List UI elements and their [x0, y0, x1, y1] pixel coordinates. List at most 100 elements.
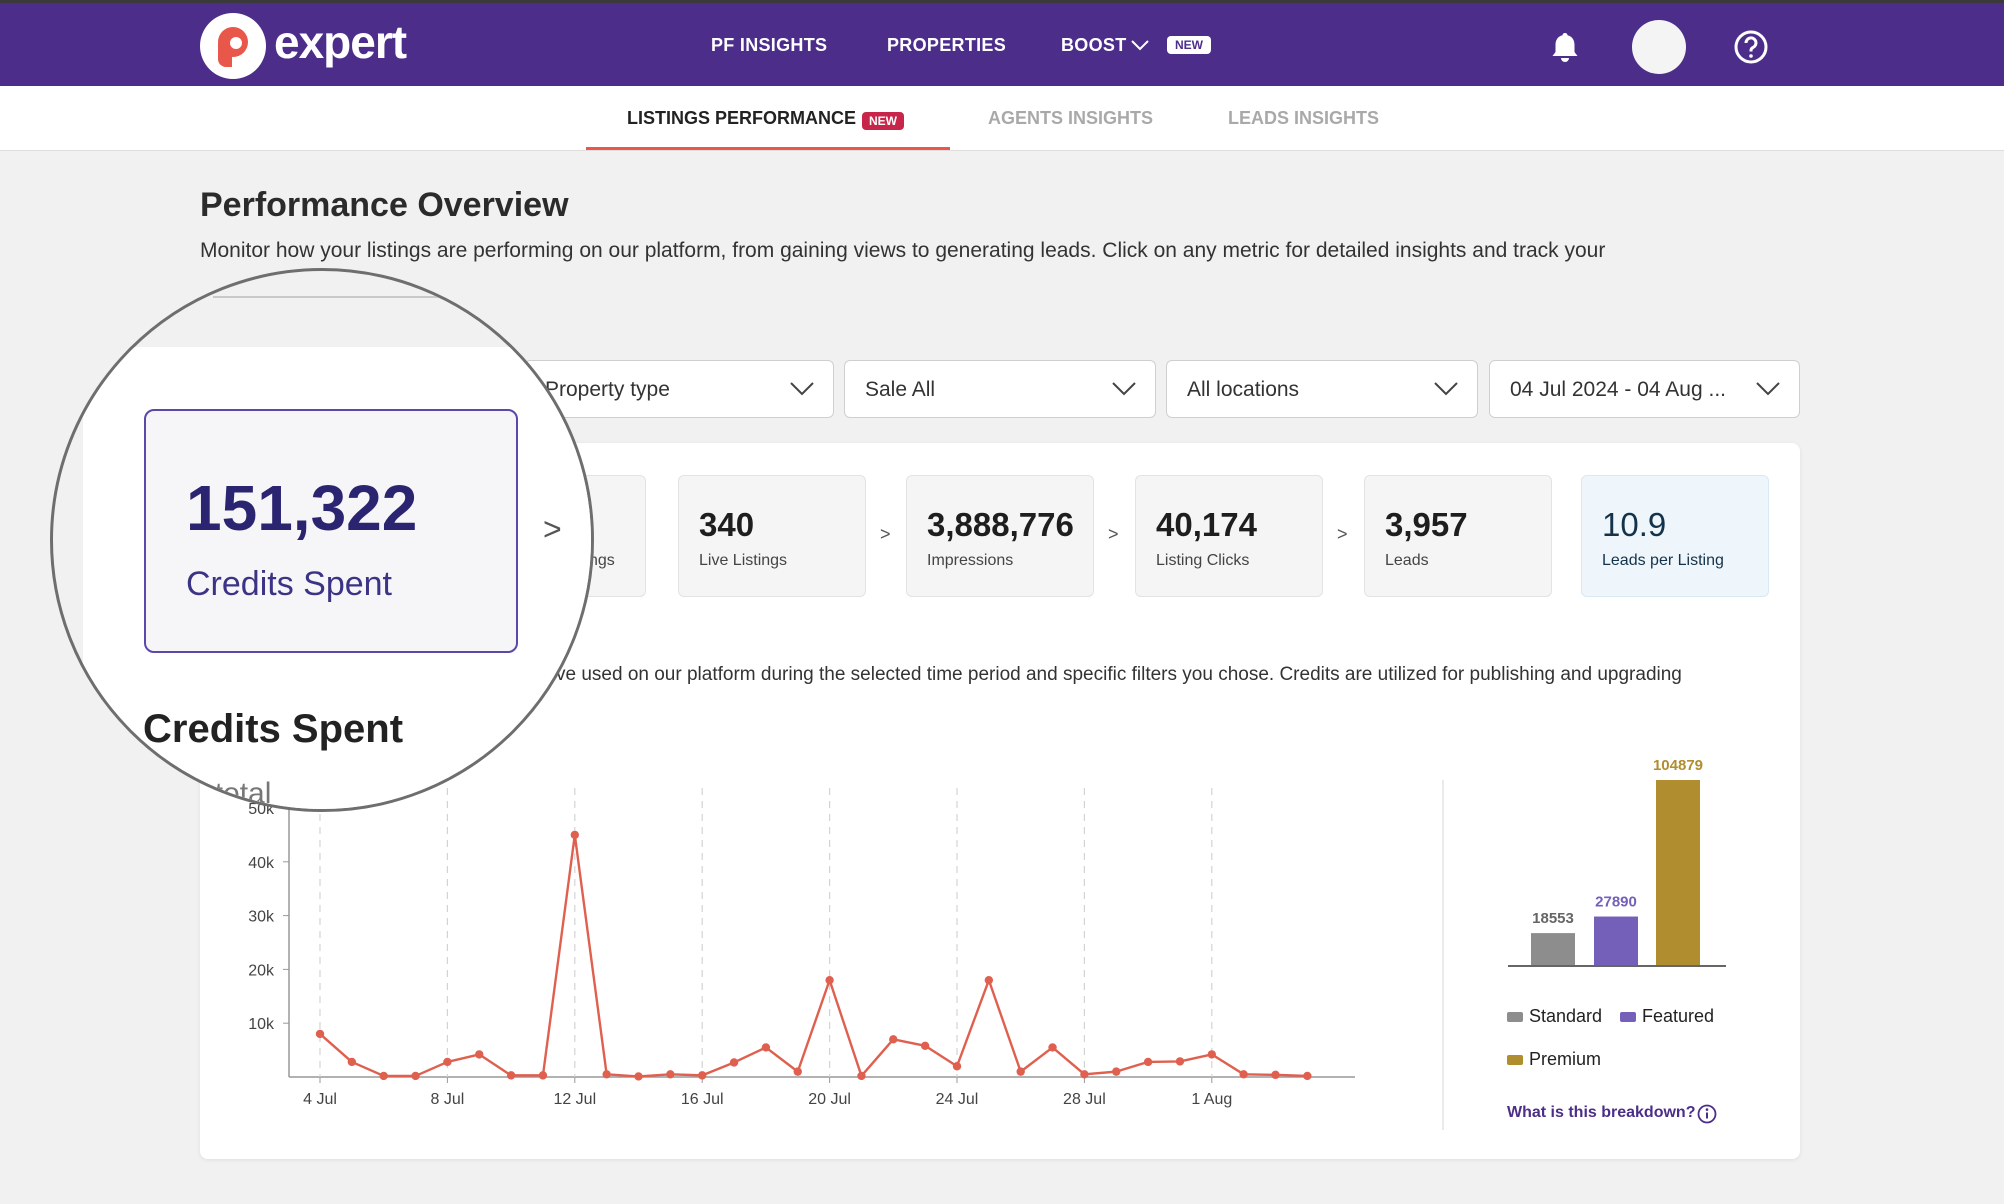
tab-leads-insights[interactable]: LEADS INSIGHTS [1228, 108, 1380, 128]
bar-value-label: 18553 [1532, 910, 1574, 927]
section-title: Credits Spent [143, 707, 404, 751]
date-range-dropdown[interactable]: 04 Jul 2024 - 04 Aug ... [1489, 360, 1800, 418]
x-tick-label: 8 Jul [431, 1091, 465, 1108]
data-point [920, 1041, 930, 1050]
data-point [315, 1029, 325, 1039]
locations-dropdown[interactable]: All locations [1166, 360, 1478, 418]
metric-card-impressions[interactable]: 3,888,776 Impressions [906, 475, 1094, 597]
bar [1531, 933, 1575, 966]
data-point [411, 1071, 420, 1081]
metric-card-leads-per-listing[interactable]: 10.9 Leads per Listing [1581, 475, 1769, 597]
credits-spent-value: 151,322 [186, 472, 418, 544]
bell-icon[interactable] [1550, 31, 1580, 65]
chevron-down-icon [790, 382, 814, 396]
sale-dropdown[interactable]: Sale All [844, 360, 1156, 418]
legend-featured: Featured [1620, 1006, 1714, 1027]
brand-name[interactable]: expert [274, 16, 407, 68]
nav-pf-insights[interactable]: PF INSIGHTS [711, 35, 828, 55]
top-navbar: expert PF INSIGHTS PROPERTIES BOOST NEW [0, 0, 2004, 86]
data-point [538, 1071, 548, 1080]
credits-description: ve used on our platform during the selec… [556, 664, 1682, 685]
metric-label: Leads per Listing [1602, 552, 1724, 569]
metric-card-listing-clicks[interactable]: 40,174 Listing Clicks [1135, 475, 1323, 597]
data-point [1207, 1050, 1217, 1059]
metric-value: 40,174 [1156, 506, 1257, 543]
bar [1656, 780, 1700, 966]
metric-label: Live Listings [699, 552, 788, 569]
data-point [443, 1057, 452, 1067]
sale-value: Sale All [865, 378, 936, 401]
x-tick-label: 20 Jul [808, 1091, 851, 1108]
data-point [1143, 1057, 1153, 1067]
date-range-value: 04 Jul 2024 - 04 Aug ... [1510, 378, 1726, 401]
metric-label: Listing Clicks [1156, 552, 1250, 569]
lens-divider [213, 296, 493, 298]
metric-card-credits-spent[interactable]: 151,322 Credits Spent [144, 409, 518, 653]
x-tick-label: 12 Jul [553, 1091, 596, 1108]
avatar[interactable] [1632, 20, 1686, 74]
data-point [1271, 1070, 1280, 1080]
data-point [729, 1058, 739, 1067]
chevron-down-icon [1756, 382, 1780, 396]
funnel-arrow: > [1337, 524, 1348, 544]
x-tick-label: 28 Jul [1063, 1091, 1106, 1108]
data-point [506, 1071, 516, 1080]
data-point [1048, 1043, 1057, 1052]
data-point [1239, 1070, 1248, 1079]
nav-properties[interactable]: PROPERTIES [887, 35, 1007, 55]
legend-label: Featured [1642, 1006, 1715, 1026]
y-tick-label: 10k [248, 1016, 275, 1033]
locations-value: All locations [1187, 378, 1300, 401]
data-point [857, 1071, 866, 1081]
data-point [889, 1035, 898, 1044]
data-point [1016, 1067, 1025, 1076]
metric-label-partial: ngs [589, 552, 615, 569]
metric-label: Impressions [927, 552, 1014, 569]
data-point [1175, 1057, 1185, 1066]
bar-value-label: 104879 [1653, 757, 1703, 774]
boost-new-badge: NEW [1167, 36, 1211, 54]
data-point [1080, 1070, 1089, 1079]
tab-new-badge: NEW [862, 112, 904, 130]
insights-tabs: LISTINGS PERFORMANCE NEW AGENTS INSIGHTS… [0, 86, 2004, 151]
data-point [570, 830, 579, 840]
data-point [984, 975, 994, 985]
chevron-down-icon[interactable] [1131, 39, 1149, 51]
data-point [347, 1057, 357, 1067]
metric-value: 3,957 [1385, 506, 1468, 543]
breakdown-help-link[interactable]: What is this breakdown? [1507, 1104, 1696, 1121]
legend-premium: Premium [1507, 1049, 1601, 1070]
metric-value: 3,888,776 [927, 506, 1074, 543]
funnel-arrow: > [543, 511, 562, 547]
metric-value: 340 [699, 506, 755, 543]
bar-value-label: 27890 [1595, 894, 1637, 911]
y-tick-label: 30k [248, 909, 275, 926]
brand-logo-icon[interactable] [200, 13, 266, 79]
nav-boost[interactable]: BOOST [1061, 35, 1127, 55]
data-point [825, 975, 834, 985]
lens-tail-text: he total [173, 777, 272, 810]
tab-listings-performance[interactable]: LISTINGS PERFORMANCE [627, 108, 857, 128]
credits-spent-label: Credits Spent [186, 565, 392, 603]
chevron-down-icon [1112, 382, 1136, 396]
metric-label: Leads [1385, 552, 1429, 569]
legend-swatch [1620, 1012, 1636, 1023]
tab-agents-insights[interactable]: AGENTS INSIGHTS [988, 108, 1154, 128]
x-tick-label: 4 Jul [303, 1091, 337, 1108]
data-point [379, 1071, 388, 1081]
y-tick-label: 20k [248, 962, 275, 979]
chevron-down-icon [1434, 382, 1458, 396]
metric-card-leads[interactable]: 3,957 Leads [1364, 475, 1552, 597]
funnel-arrow: > [880, 524, 891, 544]
active-tab-indicator [586, 147, 950, 150]
data-point [666, 1070, 675, 1079]
help-icon[interactable] [1734, 30, 1768, 64]
info-icon[interactable] [1697, 1104, 1717, 1124]
data-point [793, 1067, 802, 1076]
metric-card-live-listings[interactable]: 340 Live Listings [678, 475, 866, 597]
legend-swatch [1507, 1055, 1523, 1066]
bar [1594, 916, 1638, 966]
legend-standard: Standard [1507, 1006, 1602, 1027]
